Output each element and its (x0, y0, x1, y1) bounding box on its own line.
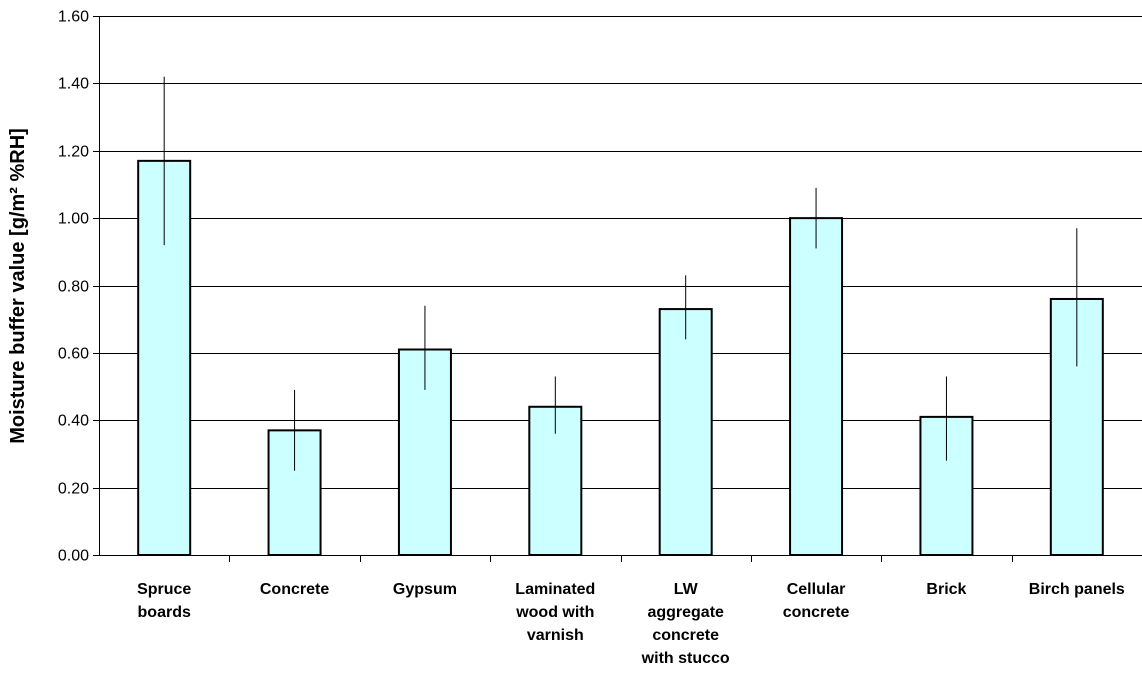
y-tick-label: 0.60 (58, 346, 89, 363)
category-label: Spruce (137, 581, 191, 598)
y-tick-label: 1.20 (58, 144, 89, 161)
category-label: concrete (783, 604, 850, 621)
y-tick-label: 0.80 (58, 279, 89, 296)
category-label: concrete (652, 627, 719, 644)
bars (137, 159, 1104, 557)
y-axis-title: Moisture buffer value [g/m² %RH] (7, 128, 29, 444)
category-label: Laminated (515, 581, 595, 598)
y-tick-label: 1.00 (58, 211, 89, 228)
category-label: Cellular (787, 581, 846, 598)
category-label: boards (138, 604, 191, 621)
y-tick-label: 0.40 (58, 413, 89, 430)
category-label: aggregate (647, 604, 724, 621)
error-bars (163, 76, 1078, 471)
grid-lines (99, 16, 1142, 489)
category-label: Concrete (260, 581, 329, 598)
bar (658, 308, 713, 556)
category-label: wood with (515, 604, 594, 621)
y-tick-label: 1.40 (58, 76, 89, 93)
y-tick-label: 0.20 (58, 481, 89, 498)
y-tick-label: 1.60 (58, 9, 89, 26)
category-label: Brick (926, 581, 966, 598)
x-category-labels: Spruce boards Concrete Gypsum Laminated wood … (137, 581, 1125, 667)
category-label: Birch panels (1029, 581, 1125, 598)
y-tick-labels: 0.00 0.20 0.40 0.60 0.80 1.00 1.20 1.40 1.60 (58, 9, 89, 565)
bar (789, 217, 844, 556)
category-label: Gypsum (393, 581, 457, 598)
category-label: varnish (527, 627, 584, 644)
category-label: with stucco (641, 650, 730, 667)
axes (93, 16, 1142, 562)
category-label: LW (674, 581, 699, 598)
y-tick-label: 0.00 (58, 548, 89, 565)
